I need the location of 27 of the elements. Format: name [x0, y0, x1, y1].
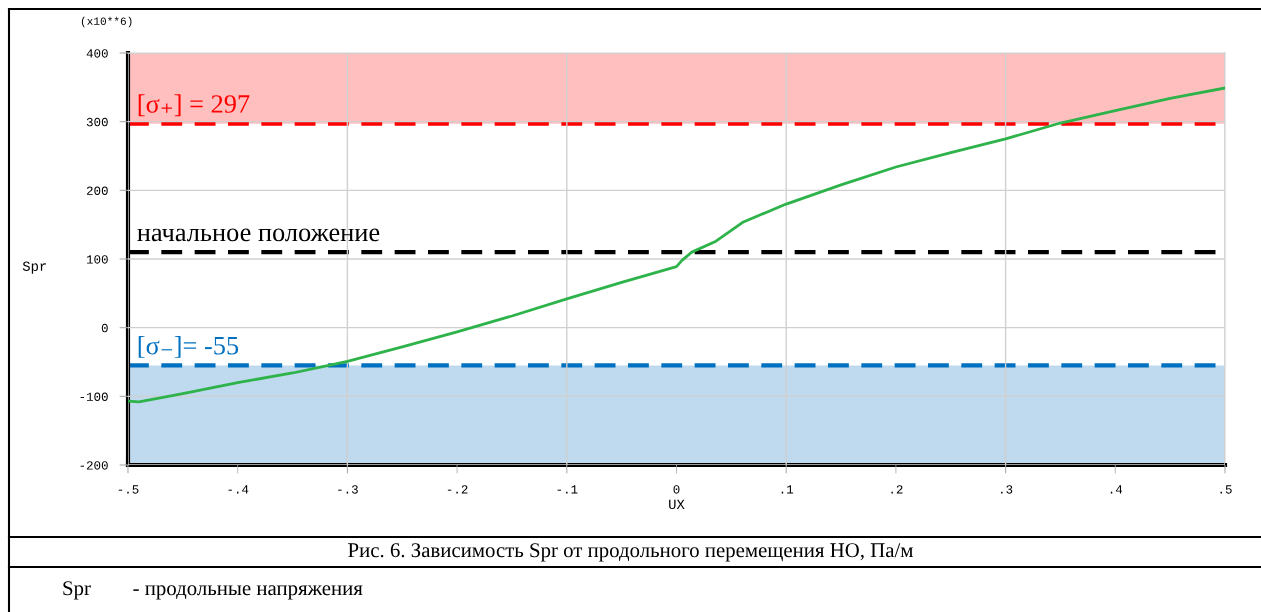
y-tick-label: 300 — [86, 117, 108, 127]
x-tick-label: .1 — [781, 485, 794, 494]
x-tick-label: -.1 — [557, 485, 578, 494]
y-tick-label: 100 — [86, 255, 108, 264]
y-tick-label: -200 — [80, 461, 108, 470]
x-tick-label: 0 — [673, 485, 680, 494]
x-tick-label: .4 — [1110, 485, 1123, 494]
ref-line-label: [σ₊] = 297 — [138, 94, 250, 117]
ref-line-label: [σ₋]= -55 — [138, 336, 239, 358]
x-tick-label: .2 — [891, 485, 903, 494]
text: Рис. 6. Зависимость Spr от продольного перемещения НО, Па/м — [348, 543, 913, 562]
x-tick-label: -.2 — [447, 485, 468, 494]
y-axis-title: Spr — [22, 261, 47, 274]
text: (x10**6) — [81, 16, 132, 28]
x-axis-title: UX — [669, 499, 685, 510]
ref-line-label: начальное положение — [137, 228, 380, 242]
x-tick-label: -.4 — [228, 485, 249, 494]
x-tick-label: -.3 — [338, 485, 358, 494]
y-tick-label: 200 — [86, 186, 108, 195]
line-series — [128, 86, 1225, 404]
y-tick-label: -100 — [80, 392, 108, 401]
text: Spr - продольные напряжения — [63, 581, 363, 600]
x-tick-label: -.5 — [118, 485, 139, 494]
y-tick-label: 0 — [101, 323, 108, 333]
x-tick-label: .5 — [1220, 485, 1232, 494]
x-tick-label: .3 — [1001, 485, 1013, 494]
y-tick-label: 400 — [86, 49, 108, 58]
